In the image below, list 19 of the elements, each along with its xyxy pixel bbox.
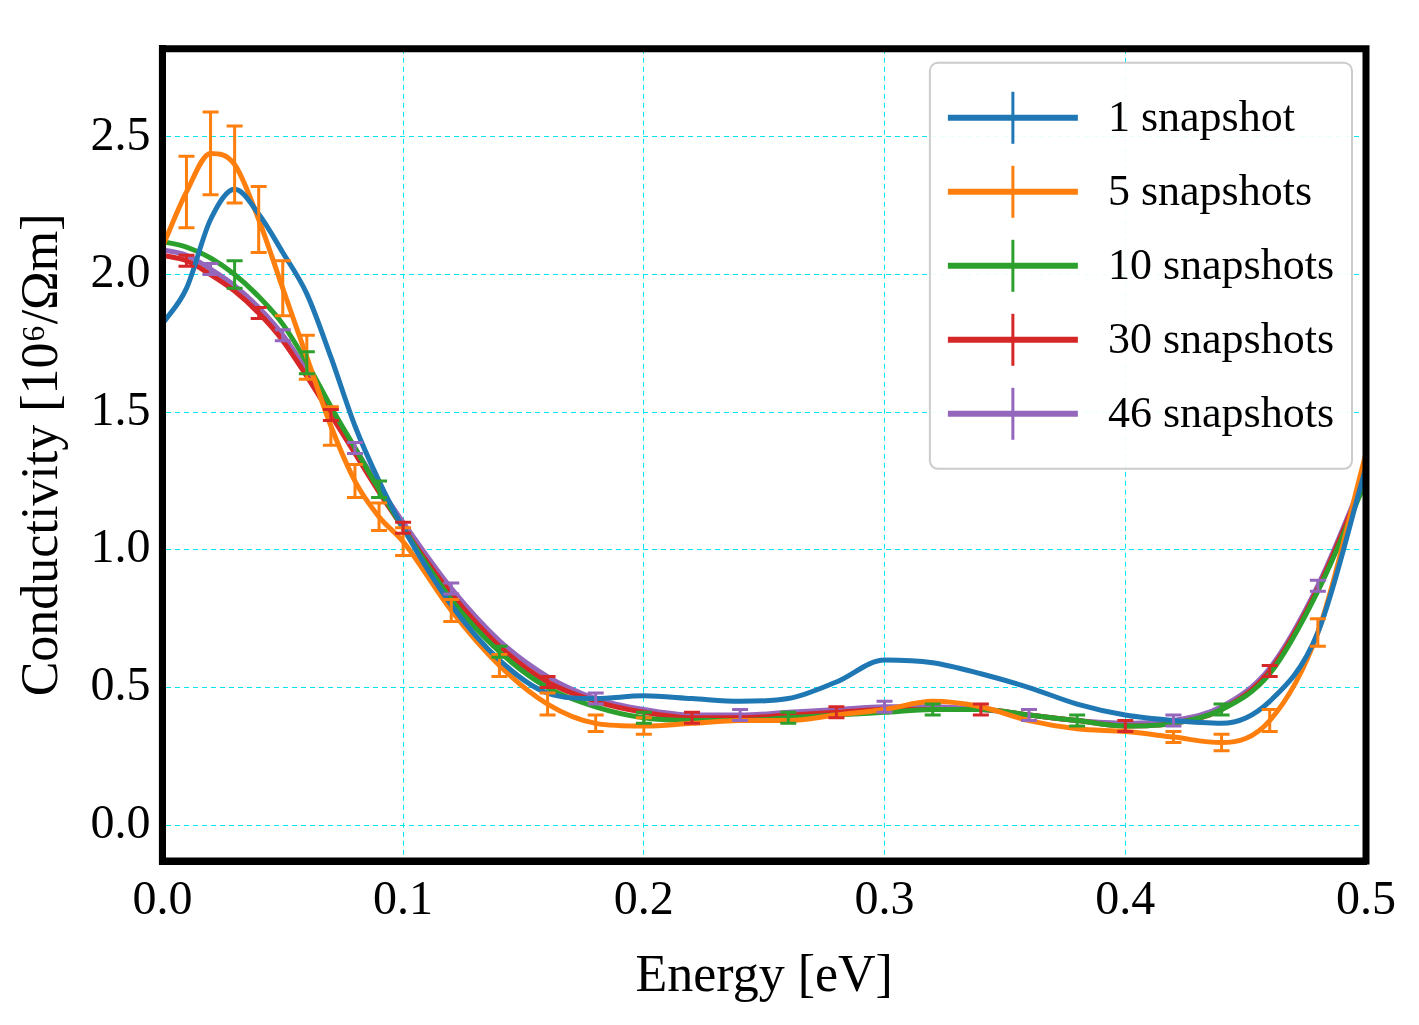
x-tick-label: 0.4 [1095, 871, 1156, 925]
y-tick-label: 0.0 [90, 794, 151, 848]
x-tick-label: 0.1 [373, 871, 434, 925]
y-tick-label: 2.5 [90, 106, 151, 160]
legend-label: 10 snapshots [1107, 240, 1334, 290]
legend-label: 46 snapshots [1107, 388, 1334, 438]
x-tick-label: 0.5 [1336, 871, 1396, 925]
x-tick-label: 0.2 [613, 871, 674, 925]
x-tick-label: 0.0 [132, 871, 193, 925]
legend-label: 30 snapshots [1107, 314, 1334, 364]
y-axis-title: Conductivity [10⁶/Ωm] [10, 213, 68, 697]
x-tick-label: 0.3 [854, 871, 915, 925]
legend-label: 1 snapshot [1107, 92, 1295, 142]
x-axis-title: Energy [eV] [635, 945, 893, 1003]
y-tick-label: 1.0 [90, 519, 151, 573]
y-tick-label: 0.5 [90, 657, 151, 711]
legend-label: 5 snapshots [1107, 166, 1312, 216]
y-tick-label: 1.5 [90, 381, 151, 435]
y-tick-label: 2.0 [90, 244, 151, 298]
